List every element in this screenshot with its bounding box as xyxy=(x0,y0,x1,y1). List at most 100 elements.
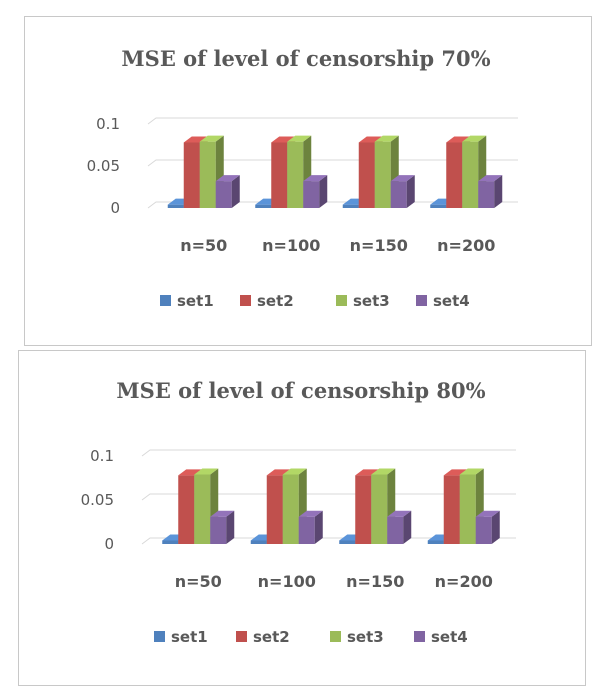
gridline xyxy=(141,449,516,457)
chart-panel-70: MSE of level of censorship 70% 0 0.05 0.1 n=… xyxy=(24,16,592,346)
legend-swatch xyxy=(336,295,347,306)
bar-front xyxy=(271,142,288,208)
legend-item-set3: set3 xyxy=(330,628,384,646)
y-tick-label: 0.1 xyxy=(90,447,114,465)
legend-label: set2 xyxy=(253,628,290,646)
bar-front xyxy=(162,540,179,544)
bar-top xyxy=(194,468,219,475)
legend-item-set1: set1 xyxy=(154,628,208,646)
bar-set4-2 xyxy=(387,510,412,544)
bar-set4-1 xyxy=(303,175,328,208)
bar-side xyxy=(403,510,412,544)
x-tick-label: n=50 xyxy=(180,236,227,255)
bar-front xyxy=(199,141,216,208)
chart-panel-80: MSE of level of censorship 80% 0 0.05 0.1 n=… xyxy=(0,346,606,692)
bar-front xyxy=(427,540,444,544)
legend-swatch xyxy=(416,295,427,306)
bar-front xyxy=(287,141,304,208)
x-tick-label: n=150 xyxy=(350,236,408,255)
x-tick-label: n=200 xyxy=(435,572,493,591)
bar-front xyxy=(358,142,375,208)
bar-set3-3 xyxy=(459,468,484,544)
bar-top xyxy=(282,468,307,475)
bar-front xyxy=(167,204,184,208)
bar-front xyxy=(250,540,267,544)
bar-top xyxy=(199,135,224,142)
bar-front xyxy=(446,142,463,208)
bar-front xyxy=(298,516,315,544)
bar-front xyxy=(387,516,404,544)
y-tick-label: 0.05 xyxy=(87,157,120,175)
bar-front xyxy=(183,142,200,208)
bar-side xyxy=(494,175,503,208)
bar-set4-3 xyxy=(478,175,503,208)
bar-set4-0 xyxy=(215,175,240,208)
bar-front xyxy=(210,516,227,544)
bar-top xyxy=(303,175,328,182)
bar-front xyxy=(215,181,232,208)
x-tick-label: n=100 xyxy=(258,572,316,591)
bar-top xyxy=(459,468,484,475)
bar-front xyxy=(303,181,320,208)
bar-front xyxy=(342,204,359,208)
legend-item-set3: set3 xyxy=(336,292,390,310)
bar-front xyxy=(475,516,492,544)
x-tick-label: n=150 xyxy=(346,572,404,591)
bar-front xyxy=(355,475,372,544)
legend-swatch xyxy=(240,295,251,306)
x-tick-label: n=100 xyxy=(262,236,320,255)
bar-side xyxy=(319,175,328,208)
bar-top xyxy=(374,135,399,142)
bar-side xyxy=(406,175,415,208)
bar-front xyxy=(282,474,299,544)
bar-side xyxy=(491,510,500,544)
gridline xyxy=(147,117,518,125)
legend-swatch xyxy=(236,631,247,642)
legend-label: set1 xyxy=(171,628,208,646)
bar-front xyxy=(443,475,460,544)
bar-top xyxy=(287,135,312,142)
legend-item-set2: set2 xyxy=(236,628,290,646)
legend-label: set3 xyxy=(347,628,384,646)
chart-80-svg: MSE of level of censorship 80% 0 0.05 0.1 n=… xyxy=(81,378,516,646)
x-tick-label: n=200 xyxy=(437,236,495,255)
bar-front xyxy=(339,540,356,544)
legend-label: set4 xyxy=(431,628,468,646)
y-tick-label: 0 xyxy=(104,535,114,553)
bar-top xyxy=(462,135,487,142)
legend-swatch xyxy=(330,631,341,642)
legend-item-set4: set4 xyxy=(416,292,470,310)
bar-front xyxy=(462,141,479,208)
bar-front xyxy=(430,204,447,208)
bar-front xyxy=(255,204,272,208)
y-tick-label: 0 xyxy=(110,199,120,217)
bar-front xyxy=(371,474,388,544)
y-tick-label: 0.1 xyxy=(96,115,120,133)
chart-title: MSE of level of censorship 80% xyxy=(116,378,485,403)
legend-item-set4: set4 xyxy=(414,628,468,646)
legend-swatch xyxy=(414,631,425,642)
chart-70-svg: MSE of level of censorship 70% 0 0.05 0.1 n=… xyxy=(87,46,518,310)
legend-label: set4 xyxy=(433,292,470,310)
bar-side xyxy=(231,175,240,208)
legend-label: set3 xyxy=(353,292,390,310)
legend-swatch xyxy=(160,295,171,306)
bar-side xyxy=(314,510,323,544)
legend-item-set1: set1 xyxy=(160,292,214,310)
bar-top xyxy=(371,468,396,475)
bar-side xyxy=(226,510,235,544)
bar-top xyxy=(478,175,503,182)
legend-label: set1 xyxy=(177,292,214,310)
bar-front xyxy=(178,475,195,544)
bar-top xyxy=(215,175,240,182)
y-tick-label: 0.05 xyxy=(81,491,114,509)
legend-swatch xyxy=(154,631,165,642)
bar-front xyxy=(374,141,391,208)
bar-set4-2 xyxy=(390,175,415,208)
bar-front xyxy=(194,474,211,544)
x-tick-label: n=50 xyxy=(175,572,222,591)
bar-set4-3 xyxy=(475,510,500,544)
chart-title: MSE of level of censorship 70% xyxy=(121,46,490,71)
bar-top xyxy=(390,175,415,182)
bar-front xyxy=(390,181,407,208)
